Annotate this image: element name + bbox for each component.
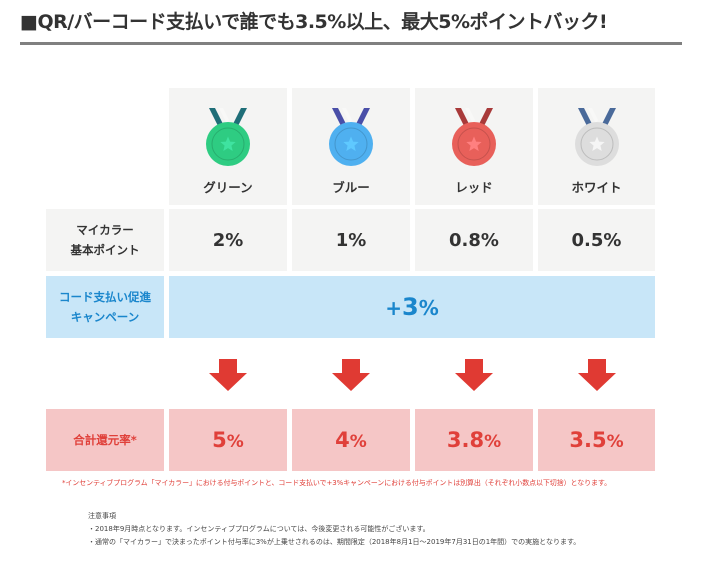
ribbon-gap [465,108,475,124]
total-number: 4 [335,428,350,452]
total-number: 3.8 [446,428,485,452]
total-blue: 4% [292,409,410,471]
base-point-value: 0.8% [449,229,499,251]
red-medal-icon [452,108,496,166]
down-arrow-icon [332,359,370,391]
tier-white: ホワイト [538,88,655,205]
total-value: 4% [335,428,367,452]
ribbon-gap [342,108,352,124]
ribbon-left [455,108,471,128]
base-points-white: 0.5% [538,209,655,271]
down-arrow-icon [209,359,247,391]
ribbon-left [577,108,594,128]
notes-heading: 注意事項 [88,512,116,520]
ribbon-gap [219,108,229,124]
total-label: 合計還元率* [46,409,164,471]
total-value: 5% [212,428,244,452]
tier-red: レッド [415,88,533,205]
tier-name: グリーン [203,180,253,195]
total-number: 5 [212,428,227,452]
value-unit: % [418,296,439,320]
base-points-label: マイカラー 基本ポイント [46,209,164,271]
total-white: 3.5% [538,409,655,471]
total-unit: % [226,432,244,452]
base-points-blue: 1% [292,209,410,271]
blue-medal-icon [329,108,373,166]
tier-blue: ブルー [292,88,410,205]
total-green: 5% [169,409,287,471]
medal-star [588,136,605,151]
value-number: 3 [402,293,419,321]
base-point-value: 0.5% [571,229,622,251]
white-medal-icon [574,108,619,166]
green-medal-icon [206,108,250,166]
base-point-value: 1% [335,229,367,251]
label-line: 基本ポイント [70,243,140,257]
total-unit: % [606,432,624,452]
note-item: ・2018年9月時点となります。インセンティブプログラムについては、今後変更され… [88,525,430,533]
total-value: 3.5% [569,428,623,452]
medal-star [466,136,482,151]
base-points-green: 2% [169,209,287,271]
down-arrow-icon [578,359,616,391]
tier-name: ブルー [332,180,370,195]
medal-inner-ring [334,127,368,161]
label-line: コード支払い促進 [59,290,151,304]
medal-star [343,136,359,151]
label-line: キャンペーン [70,310,140,324]
campaign-value: +3% [385,293,439,321]
ribbon-gap [587,108,598,124]
medal-inner-ring [580,127,613,161]
ribbon-right [599,108,616,128]
notes: 注意事項 ・2018年9月時点となります。インセンティブプログラムについては、今… [88,510,580,549]
ribbon-right [477,108,493,128]
medal-star [220,136,236,151]
medal-inner-ring [457,127,491,161]
total-unit: % [349,432,367,452]
label-line: マイカラー [76,223,134,237]
total-number: 3.5 [569,428,607,452]
tier-name: レッド [455,180,493,195]
medal-inner-ring [211,127,245,161]
down-arrow-icon [455,359,493,391]
total-value: 3.8% [447,428,501,452]
footnote: *インセンティブプログラム「マイカラー」における付与ポイントと、コード支払いで+… [62,479,611,487]
note-item: ・通常の「マイカラー」で決まったポイント付与率に3%が上乗せされるのは、期間限定… [88,538,581,546]
value-sign: + [385,296,402,320]
ribbon-right [231,108,247,128]
tier-green: グリーン [169,88,287,205]
total-unit: % [484,432,502,452]
title-underline [20,42,682,45]
total-label-text: 合計還元率* [73,433,137,447]
base-point-value: 2% [212,229,244,251]
ribbon-left [332,108,348,128]
campaign-value-cell: +3% [169,276,655,338]
ribbon-right [354,108,370,128]
page-title: ■QR/バーコード支払いで誰でも3.5%以上、最大5%ポイントバック! [20,11,608,33]
base-points-red: 0.8% [415,209,533,271]
ribbon-left [209,108,225,128]
tier-name: ホワイト [571,180,622,195]
total-red: 3.8% [415,409,533,471]
campaign-label: コード支払い促進 キャンペーン [46,276,164,338]
